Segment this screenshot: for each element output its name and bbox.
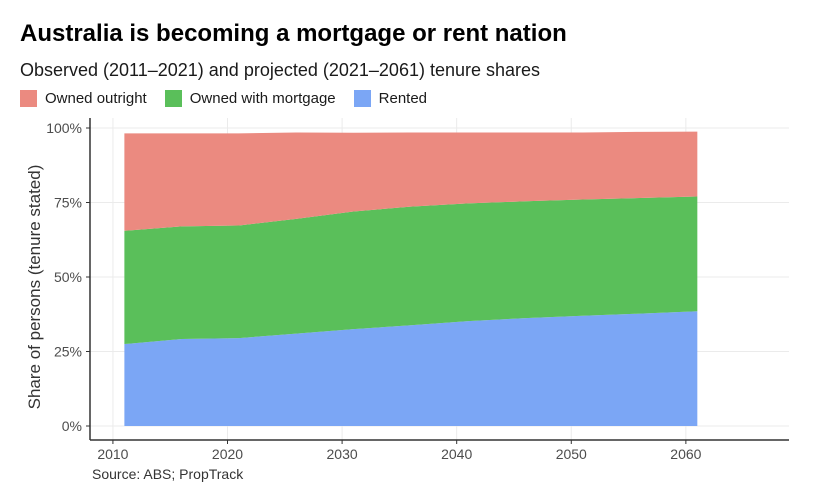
y-axis-ticks: 0% 25% 50% 75% 100% — [46, 120, 90, 434]
legend-item-rented: Rented — [353, 89, 428, 107]
x-tick-label-3: 2040 — [441, 446, 472, 462]
x-tick-label-4: 2050 — [556, 446, 587, 462]
legend-swatch-owned-outright — [20, 89, 37, 107]
axes — [89, 118, 789, 441]
y-tick-label-3: 75% — [54, 195, 82, 211]
x-axis-ticks: 2010 2020 2030 2040 2050 2060 — [97, 440, 702, 462]
y-tick-label-4: 100% — [46, 120, 82, 136]
area-owned-with-mortgage — [124, 196, 698, 345]
y-tick-label-0: 0% — [62, 418, 82, 434]
source-note: Source: ABS; PropTrack — [92, 466, 244, 482]
legend: Owned outright Owned with mortgage Rente… — [20, 88, 445, 108]
legend-label-rented: Rented — [378, 89, 428, 107]
stacked-areas — [124, 131, 698, 426]
legend-swatch-rented — [353, 89, 371, 107]
legend-label-owned-with-mortgage: Owned with mortgage — [189, 89, 336, 107]
area-owned-outright — [124, 131, 698, 231]
y-tick-label-1: 25% — [54, 344, 82, 360]
legend-swatch-owned-with-mortgage — [164, 89, 182, 107]
y-axis-label: Share of persons (tenure stated) — [25, 165, 44, 410]
legend-item-owned-with-mortgage: Owned with mortgage — [164, 89, 336, 107]
x-tick-label-2: 2030 — [327, 446, 358, 462]
chart-subtitle: Observed (2011–2021) and projected (2021… — [20, 60, 541, 80]
legend-item-owned-outright: Owned outright — [20, 89, 147, 107]
area-rented — [124, 311, 698, 426]
legend-label-owned-outright: Owned outright — [45, 89, 147, 107]
x-tick-label-1: 2020 — [212, 446, 243, 462]
y-tick-label-2: 50% — [54, 269, 82, 285]
x-tick-label-5: 2060 — [670, 446, 701, 462]
chart-title: Australia is becoming a mortgage or rent… — [20, 20, 567, 47]
x-tick-label-0: 2010 — [97, 446, 128, 462]
